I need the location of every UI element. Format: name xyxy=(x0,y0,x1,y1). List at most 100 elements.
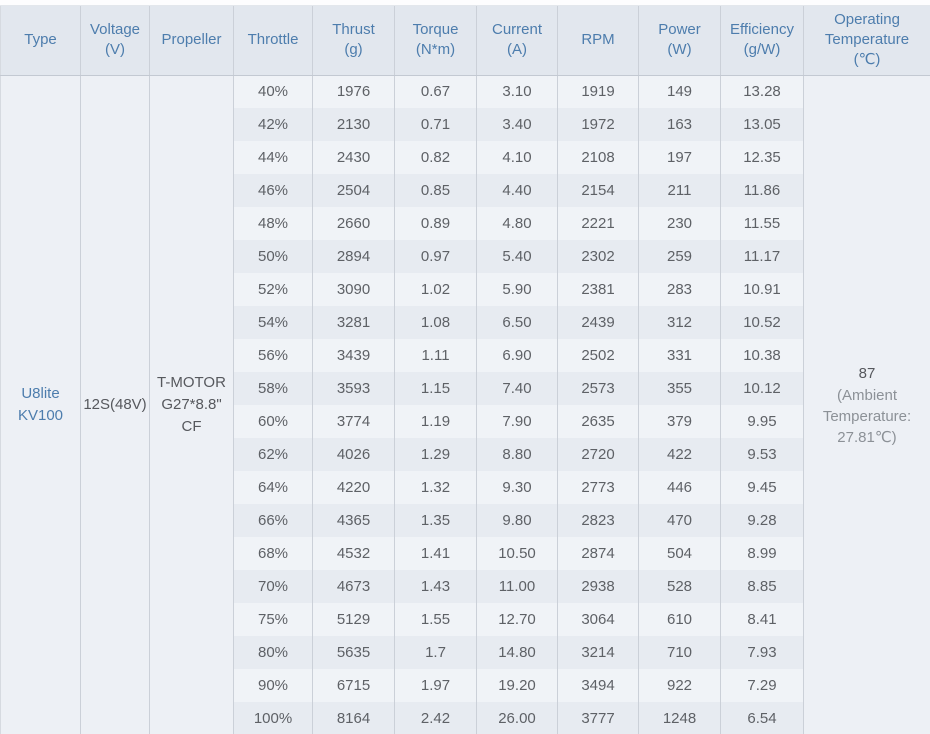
cell-thrust: 1976 xyxy=(312,75,395,108)
cell-current: 9.30 xyxy=(476,471,558,504)
cell-thrust: 2894 xyxy=(312,240,395,273)
table-row: 46% 2504 0.85 4.40 2154 211 11.86 xyxy=(1,174,930,207)
cell-torque: 1.55 xyxy=(394,603,477,636)
table-row: 80% 5635 1.7 14.80 3214 710 7.93 xyxy=(1,636,930,669)
cell-thrust: 2130 xyxy=(312,108,395,141)
cell-rpm: 2154 xyxy=(557,174,639,207)
cell-thrust: 4220 xyxy=(312,471,395,504)
cell-current: 19.20 xyxy=(476,669,558,702)
ambient-temperature-note: (Ambient Temperature: 27.81℃) xyxy=(822,386,912,446)
cell-efficiency: 7.93 xyxy=(720,636,804,669)
cell-rpm: 2874 xyxy=(557,537,639,570)
cell-voltage: 12S(48V) xyxy=(80,75,150,734)
cell-current: 4.10 xyxy=(476,141,558,174)
cell-torque: 1.32 xyxy=(394,471,477,504)
cell-current: 3.10 xyxy=(476,75,558,108)
cell-power: 610 xyxy=(638,603,721,636)
cell-thrust: 3774 xyxy=(312,405,395,438)
table-row: 52% 3090 1.02 5.90 2381 283 10.91 xyxy=(1,273,930,306)
cell-efficiency: 9.45 xyxy=(720,471,804,504)
cell-current: 10.50 xyxy=(476,537,558,570)
table-body: U8lite KV100 12S(48V) T-MOTOR G27*8.8" C… xyxy=(0,75,930,734)
table-row: 75% 5129 1.55 12.70 3064 610 8.41 xyxy=(1,603,930,636)
table-row: 58% 3593 1.15 7.40 2573 355 10.12 xyxy=(1,372,930,405)
cell-current: 3.40 xyxy=(476,108,558,141)
cell-thrust: 4365 xyxy=(312,504,395,537)
cell-rpm: 1972 xyxy=(557,108,639,141)
cell-current: 26.00 xyxy=(476,702,558,734)
cell-torque: 1.97 xyxy=(394,669,477,702)
cell-power: 230 xyxy=(638,207,721,240)
cell-thrust: 3281 xyxy=(312,306,395,339)
cell-current: 11.00 xyxy=(476,570,558,603)
cell-rpm: 2823 xyxy=(557,504,639,537)
cell-thrust: 4673 xyxy=(312,570,395,603)
cell-efficiency: 10.12 xyxy=(720,372,804,405)
cell-rpm: 2938 xyxy=(557,570,639,603)
cell-thrust: 5129 xyxy=(312,603,395,636)
cell-torque: 0.89 xyxy=(394,207,477,240)
cell-motor-type: U8lite KV100 xyxy=(0,75,81,734)
cell-efficiency: 9.95 xyxy=(720,405,804,438)
header-row: Type Voltage (V) Propeller Throttle Thru… xyxy=(0,6,930,76)
cell-thrust: 5635 xyxy=(312,636,395,669)
cell-rpm: 1919 xyxy=(557,75,639,108)
cell-throttle: 56% xyxy=(233,339,313,372)
table-row: 54% 3281 1.08 6.50 2439 312 10.52 xyxy=(1,306,930,339)
cell-power: 163 xyxy=(638,108,721,141)
cell-throttle: 42% xyxy=(233,108,313,141)
cell-power: 355 xyxy=(638,372,721,405)
cell-throttle: 62% xyxy=(233,438,313,471)
cell-thrust: 2660 xyxy=(312,207,395,240)
cell-thrust: 4532 xyxy=(312,537,395,570)
cell-power: 504 xyxy=(638,537,721,570)
cell-thrust: 2430 xyxy=(312,141,395,174)
cell-torque: 1.11 xyxy=(394,339,477,372)
cell-efficiency: 11.17 xyxy=(720,240,804,273)
header-cell-thrust: Thrust (g) xyxy=(312,6,395,76)
table-row: 56% 3439 1.11 6.90 2502 331 10.38 xyxy=(1,339,930,372)
cell-current: 9.80 xyxy=(476,504,558,537)
cell-thrust: 3593 xyxy=(312,372,395,405)
cell-thrust: 3090 xyxy=(312,273,395,306)
header-cell-rpm: RPM xyxy=(557,6,639,76)
cell-power: 528 xyxy=(638,570,721,603)
cell-throttle: 80% xyxy=(233,636,313,669)
table-header: Type Voltage (V) Propeller Throttle Thru… xyxy=(0,6,930,76)
cell-efficiency: 11.86 xyxy=(720,174,804,207)
cell-torque: 0.67 xyxy=(394,75,477,108)
motor-spec-table: Type Voltage (V) Propeller Throttle Thru… xyxy=(0,6,930,734)
table-row: 64% 4220 1.32 9.30 2773 446 9.45 xyxy=(1,471,930,504)
cell-efficiency: 13.05 xyxy=(720,108,804,141)
cell-power: 379 xyxy=(638,405,721,438)
cell-throttle: 50% xyxy=(233,240,313,273)
cell-throttle: 58% xyxy=(233,372,313,405)
table-row: 42% 2130 0.71 3.40 1972 163 13.05 xyxy=(1,108,930,141)
table-row: 70% 4673 1.43 11.00 2938 528 8.85 xyxy=(1,570,930,603)
header-cell-torque: Torque (N*m) xyxy=(394,6,477,76)
cell-efficiency: 9.28 xyxy=(720,504,804,537)
cell-rpm: 2635 xyxy=(557,405,639,438)
cell-current: 5.40 xyxy=(476,240,558,273)
cell-efficiency: 8.41 xyxy=(720,603,804,636)
cell-power: 197 xyxy=(638,141,721,174)
cell-rpm: 3214 xyxy=(557,636,639,669)
cell-efficiency: 10.52 xyxy=(720,306,804,339)
cell-torque: 1.43 xyxy=(394,570,477,603)
cell-power: 149 xyxy=(638,75,721,108)
cell-torque: 1.08 xyxy=(394,306,477,339)
cell-power: 312 xyxy=(638,306,721,339)
cell-efficiency: 8.85 xyxy=(720,570,804,603)
cell-power: 470 xyxy=(638,504,721,537)
header-cell-propeller: Propeller xyxy=(149,6,234,76)
cell-rpm: 3494 xyxy=(557,669,639,702)
cell-torque: 0.71 xyxy=(394,108,477,141)
cell-throttle: 40% xyxy=(233,75,313,108)
cell-thrust: 6715 xyxy=(312,669,395,702)
cell-throttle: 75% xyxy=(233,603,313,636)
header-cell-throttle: Throttle xyxy=(233,6,313,76)
cell-thrust: 2504 xyxy=(312,174,395,207)
cell-efficiency: 9.53 xyxy=(720,438,804,471)
cell-current: 4.40 xyxy=(476,174,558,207)
